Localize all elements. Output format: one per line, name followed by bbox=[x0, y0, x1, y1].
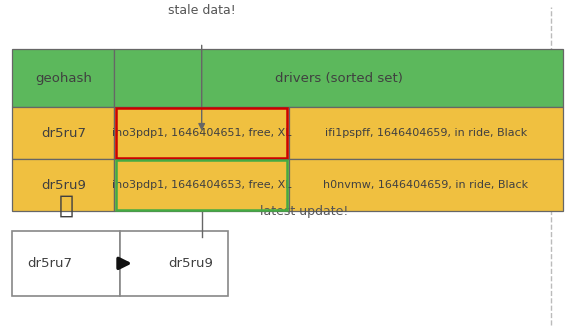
Bar bbox=[12, 231, 120, 296]
Text: stale data!: stale data! bbox=[168, 4, 235, 16]
Bar bbox=[114, 160, 289, 212]
Text: dr5ru9: dr5ru9 bbox=[41, 179, 86, 192]
Text: iho3pdp1, 1646404651, free, XL: iho3pdp1, 1646404651, free, XL bbox=[112, 128, 291, 139]
Text: dr5ru9: dr5ru9 bbox=[168, 257, 213, 270]
Bar bbox=[289, 108, 563, 160]
Text: geohash: geohash bbox=[35, 72, 92, 85]
Bar bbox=[12, 108, 114, 160]
Bar bbox=[12, 49, 114, 108]
Text: dr5ru7: dr5ru7 bbox=[27, 257, 72, 270]
Text: ifi1pspff, 1646404659, in ride, Black: ifi1pspff, 1646404659, in ride, Black bbox=[325, 128, 527, 139]
Text: dr5ru7: dr5ru7 bbox=[41, 127, 86, 140]
Text: 🚙: 🚙 bbox=[59, 194, 74, 218]
Text: latest update!: latest update! bbox=[260, 205, 348, 218]
Bar bbox=[114, 108, 289, 160]
Bar bbox=[12, 160, 114, 212]
Bar bbox=[116, 161, 287, 211]
Bar bbox=[120, 231, 228, 296]
Bar bbox=[114, 49, 563, 108]
Text: h0nvmw, 1646404659, in ride, Black: h0nvmw, 1646404659, in ride, Black bbox=[324, 180, 529, 190]
Bar bbox=[116, 109, 287, 159]
Text: iho3pdp1, 1646404653, free, XL: iho3pdp1, 1646404653, free, XL bbox=[112, 180, 291, 190]
Text: drivers (sorted set): drivers (sorted set) bbox=[274, 72, 402, 85]
Bar bbox=[289, 160, 563, 212]
